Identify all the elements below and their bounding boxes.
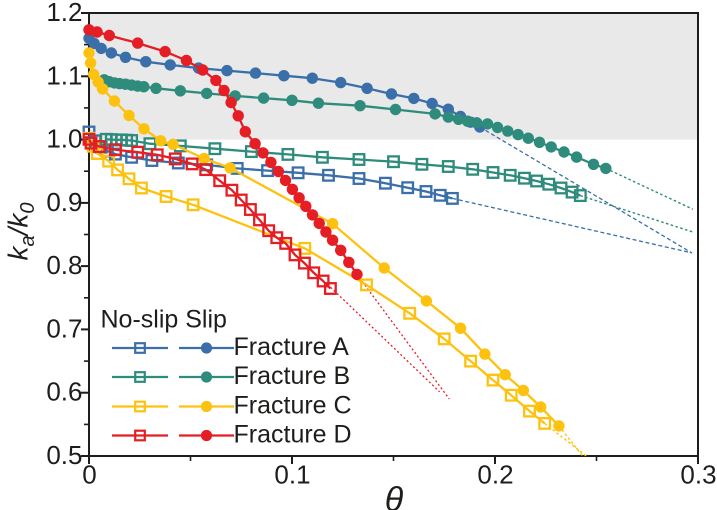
svg-text:Fracture C: Fracture C (234, 392, 352, 420)
svg-text:Fracture A: Fracture A (234, 333, 350, 361)
svg-text:1.0: 1.0 (46, 124, 82, 154)
svg-text:0.7: 0.7 (46, 313, 82, 343)
svg-text:0.8: 0.8 (46, 250, 82, 280)
svg-text:1.1: 1.1 (46, 60, 82, 90)
svg-text:1.2: 1.2 (46, 0, 82, 27)
svg-text:0.2: 0.2 (477, 460, 513, 490)
svg-text:0.9: 0.9 (46, 187, 82, 217)
svg-text:0.3: 0.3 (680, 460, 716, 490)
svg-text:No-slip Slip: No-slip Slip (101, 306, 227, 334)
svg-text:0.1: 0.1 (274, 460, 310, 490)
svg-text:Fracture D: Fracture D (234, 421, 352, 449)
svg-text:0.5: 0.5 (46, 440, 82, 470)
svg-text:ka/k0: ka/k0 (3, 202, 40, 260)
svg-text:0.6: 0.6 (46, 377, 82, 407)
svg-text:Fracture B: Fracture B (234, 362, 351, 390)
svg-text:θ: θ (385, 481, 404, 510)
svg-text:0: 0 (82, 460, 96, 490)
